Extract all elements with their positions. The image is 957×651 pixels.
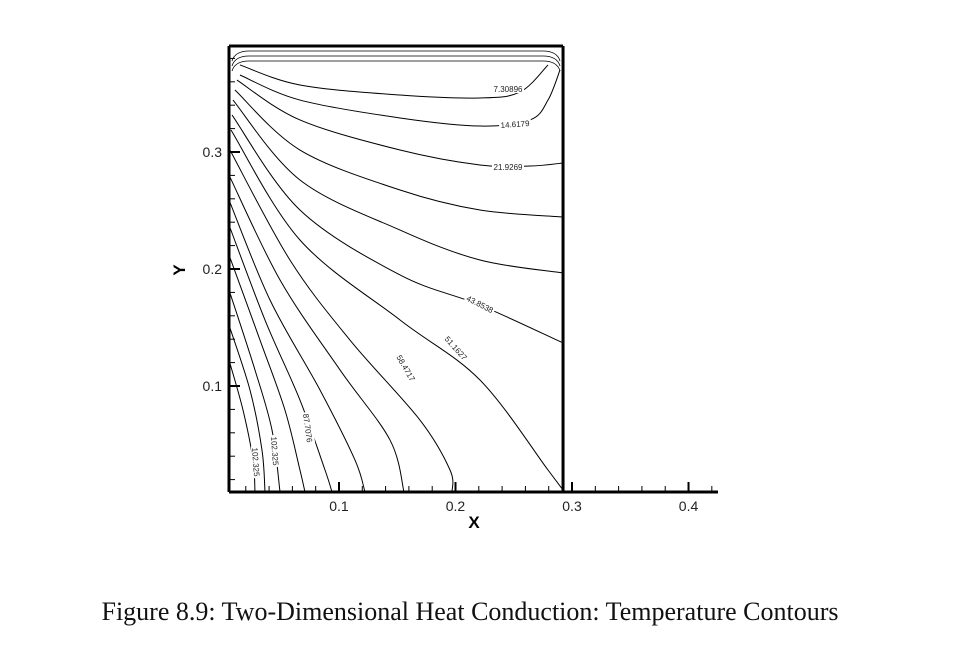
contour-line xyxy=(228,359,256,493)
contour-label: 43.8538 xyxy=(465,294,495,315)
contour-line xyxy=(228,224,333,493)
contour-label: 102.325 xyxy=(250,447,261,477)
contour-label: 51.1627 xyxy=(443,335,469,363)
contour-label: 21.9269 xyxy=(494,163,523,172)
contour-label: 7.30896 xyxy=(494,85,523,94)
contour-line xyxy=(230,129,564,491)
contour-label-bg xyxy=(269,434,282,468)
x-tick-label: 0.3 xyxy=(562,498,582,514)
contour-line xyxy=(228,324,266,493)
x-tick-label: 0.4 xyxy=(679,498,699,514)
contour-label-bg xyxy=(250,445,263,479)
boundary-line xyxy=(231,50,561,62)
contour-label: 87.7076 xyxy=(301,413,314,443)
contour-label: 58.4717 xyxy=(394,353,417,383)
contour-label-bg xyxy=(492,162,524,171)
contour-label: 102.325 xyxy=(269,436,280,466)
contour-line xyxy=(239,69,561,127)
contour-label-bg xyxy=(498,117,532,130)
y-tick-label: 0.2 xyxy=(203,261,223,277)
boundary-line xyxy=(231,60,561,72)
boundary-line xyxy=(231,55,561,67)
y-axis-label: Y xyxy=(170,264,189,276)
contour-line xyxy=(228,174,405,493)
x-tick-label: 0.1 xyxy=(329,498,349,514)
contour-label-bg xyxy=(463,292,497,315)
y-tick-label: 0.3 xyxy=(203,144,223,160)
contour-line xyxy=(228,199,366,493)
caption: Figure 8.9: Two-Dimensional Heat Conduct… xyxy=(101,597,838,626)
contour-label: 14.6179 xyxy=(500,119,530,130)
contour-label-bg xyxy=(492,84,524,93)
contour-line xyxy=(229,149,454,493)
y-tick-label: 0.1 xyxy=(203,378,223,394)
contour-line xyxy=(234,89,564,218)
contour-line xyxy=(232,99,564,274)
contour-label-bg xyxy=(442,332,471,363)
x-axis-label: X xyxy=(468,513,480,532)
contour-label-bg xyxy=(301,411,316,445)
contour-label-bg xyxy=(394,351,419,384)
contour-line xyxy=(231,114,564,344)
x-tick-label: 0.2 xyxy=(446,498,466,514)
contour-line xyxy=(236,79,564,168)
contour-line xyxy=(228,254,306,493)
